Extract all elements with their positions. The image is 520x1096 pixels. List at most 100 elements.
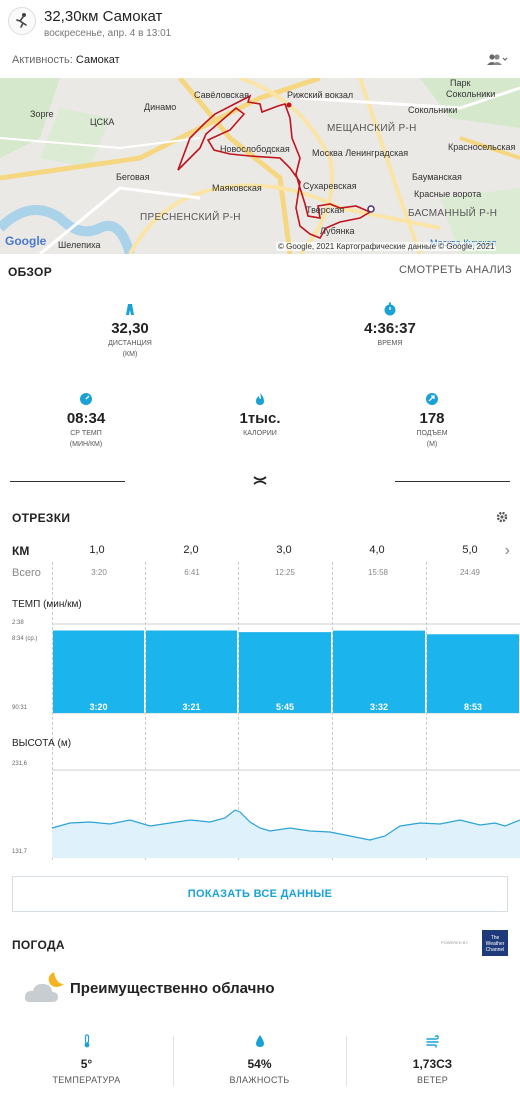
time-stat: 4:36:37 ВРЕМЯ [340, 302, 440, 348]
wind-label: ВЕТЕР [416, 1075, 448, 1085]
wind-stat: 1,73СЗ ВЕТЕР [346, 1034, 519, 1085]
pace-bar[interactable] [146, 630, 237, 713]
pace-bar[interactable] [239, 632, 331, 713]
powered-by-label: POWERED BY [441, 940, 469, 945]
ascent-label: ПОДЪЕМ [416, 430, 448, 437]
temperature-value: 5° [80, 1057, 93, 1071]
pace-bar-label: 5:45 [276, 702, 294, 712]
map-label-sokolniki: Сокольники [408, 105, 458, 115]
pace-bar[interactable] [53, 630, 144, 713]
pace-chart-title: ТЕМП (мин/км) [12, 599, 82, 610]
divider-left [10, 481, 125, 482]
split-cumulative-time: 6:41 [184, 568, 200, 577]
temperature-label: ТЕМПЕРАТУРА [52, 1075, 121, 1085]
elevation-axis-top: 231,6 [12, 761, 28, 767]
ascent-stat: 178 ПОДЪЕМ (М) [382, 392, 482, 449]
split-km: 3,0 [276, 544, 292, 556]
split-separator [52, 562, 53, 860]
pace-axis-bottom: 90:31 [12, 705, 28, 711]
speedometer-icon [80, 393, 92, 405]
activity-title: 32,30км Самокат [44, 8, 163, 25]
wind-value: 1,73СЗ [412, 1057, 453, 1071]
pace-bar-label: 3:20 [89, 702, 107, 712]
calories-value: 1тыс. [239, 410, 281, 427]
elevation-area [52, 810, 520, 858]
splits-total-header: Всего [12, 567, 41, 579]
weather-divider [346, 1036, 347, 1086]
map-label-novoslobodskaya: Новослободская [220, 144, 290, 154]
wind-icon [425, 1035, 439, 1048]
pace-axis-top: 2:38 [12, 620, 24, 626]
map-label-zorge: Зорге [30, 109, 54, 119]
temperature-stat: 5° ТЕМПЕРАТУРА [0, 1034, 173, 1085]
overview-title: ОБЗОР [8, 265, 52, 279]
map-label-meshchansky: МЕЩАНСКИЙ Р-Н [327, 123, 417, 134]
map-label-basmanny: БАСМАННЫЙ Р-Н [408, 208, 498, 219]
map-label-savelovskaya: Савёловская [194, 90, 249, 100]
show-all-data-button[interactable]: ПОКАЗАТЬ ВСЕ ДАННЫЕ [12, 876, 508, 912]
ascent-unit: (М) [426, 441, 438, 448]
elevation-line [51, 809, 520, 841]
split-km: 4,0 [369, 544, 385, 556]
route-map[interactable]: Зорге Динамо Савёловская Рижский вокзал … [0, 78, 520, 254]
flame-icon [256, 393, 264, 405]
split-km: 2,0 [183, 544, 199, 556]
map-label-begovaya: Беговая [116, 172, 150, 182]
elevation-chart [51, 769, 520, 858]
activity-date: воскресенье, апр. 4 в 13:01 [44, 28, 172, 39]
elevation-axis-bottom: 131,7 [12, 849, 28, 855]
activity-header: 32,30км Самокат воскресенье, апр. 4 в 13… [0, 0, 520, 44]
map-background [0, 78, 520, 254]
time-label: ВРЕМЯ [377, 340, 403, 347]
humidity-stat: 54% ВЛАЖНОСТЬ [173, 1034, 346, 1085]
split-cumulative-time: 15:58 [367, 568, 389, 577]
split-cumulative-time: 12:25 [274, 568, 296, 577]
split-km: 1,0 [89, 544, 105, 556]
weather-channel-logo: The Weather Channel [482, 930, 508, 956]
distance-unit: (КМ) [122, 351, 138, 358]
map-label-cska: ЦСКА [90, 117, 115, 127]
thermometer-icon [84, 1034, 89, 1048]
droplet-icon [255, 1035, 264, 1047]
map-label-leningradskaya: Москва Ленинградская [312, 148, 409, 158]
pace-bar-label: 3:21 [182, 702, 200, 712]
calories-label: КАЛОРИИ [243, 430, 277, 437]
scooter-person-icon [8, 7, 36, 35]
up-arrow-icon [426, 393, 438, 405]
map-label-presnensky: ПРЕСНЕНСКИЙ Р-Н [140, 212, 241, 223]
pace-bar[interactable] [333, 630, 425, 713]
split-km: 5,0 [462, 544, 478, 556]
distance-label: ДИСТАНЦИЯ [108, 340, 152, 347]
gear-icon[interactable] [496, 510, 508, 528]
pace-value: 08:34 [66, 410, 106, 427]
map-label-krasnye-vorota: Красные ворота [414, 189, 482, 199]
humidity-value: 54% [247, 1057, 272, 1071]
map-label-mayakovskaya: Маяковская [212, 183, 262, 193]
google-logo: Google [5, 234, 47, 248]
pace-bar-label: 8:53 [464, 702, 482, 712]
split-separator [238, 562, 239, 860]
pace-stat: 08:34 СР ТЕМП (МИН/КМ) [36, 392, 136, 449]
humidity-label: ВЛАЖНОСТЬ [229, 1075, 290, 1085]
shoe-icon [126, 304, 134, 315]
activity-type-label: Активность: [12, 54, 73, 66]
weather-divider [173, 1036, 174, 1086]
pace-bar[interactable] [427, 634, 519, 713]
chevron-right-icon[interactable]: › [504, 542, 510, 559]
divider-right [395, 481, 510, 482]
split-separator [426, 562, 427, 860]
view-analysis-link[interactable]: СМОТРЕТЬ АНАЛИЗ [398, 264, 512, 276]
weather-condition: Преимущественно облачно [70, 980, 275, 997]
map-label-sukharevskaya: Сухаревская [303, 181, 357, 191]
friends-icon[interactable] [486, 52, 508, 68]
pace-axis-average: 8:34 (ср.) [12, 636, 38, 642]
map-label-shelepikha: Шелепиха [58, 240, 101, 250]
activity-type-value: Самокат [75, 54, 120, 66]
map-label-rizhsky: Рижский вокзал [287, 90, 354, 100]
map-attribution: © Google, 2021 Картографические данные ©… [276, 242, 497, 251]
brand-logo-icon [253, 476, 267, 488]
calories-stat: 1тыс. КАЛОРИИ [210, 392, 310, 438]
distance-value: 32,30 [111, 320, 149, 337]
activity-type: Активность: Самокат [12, 54, 120, 66]
split-separator [332, 562, 333, 860]
